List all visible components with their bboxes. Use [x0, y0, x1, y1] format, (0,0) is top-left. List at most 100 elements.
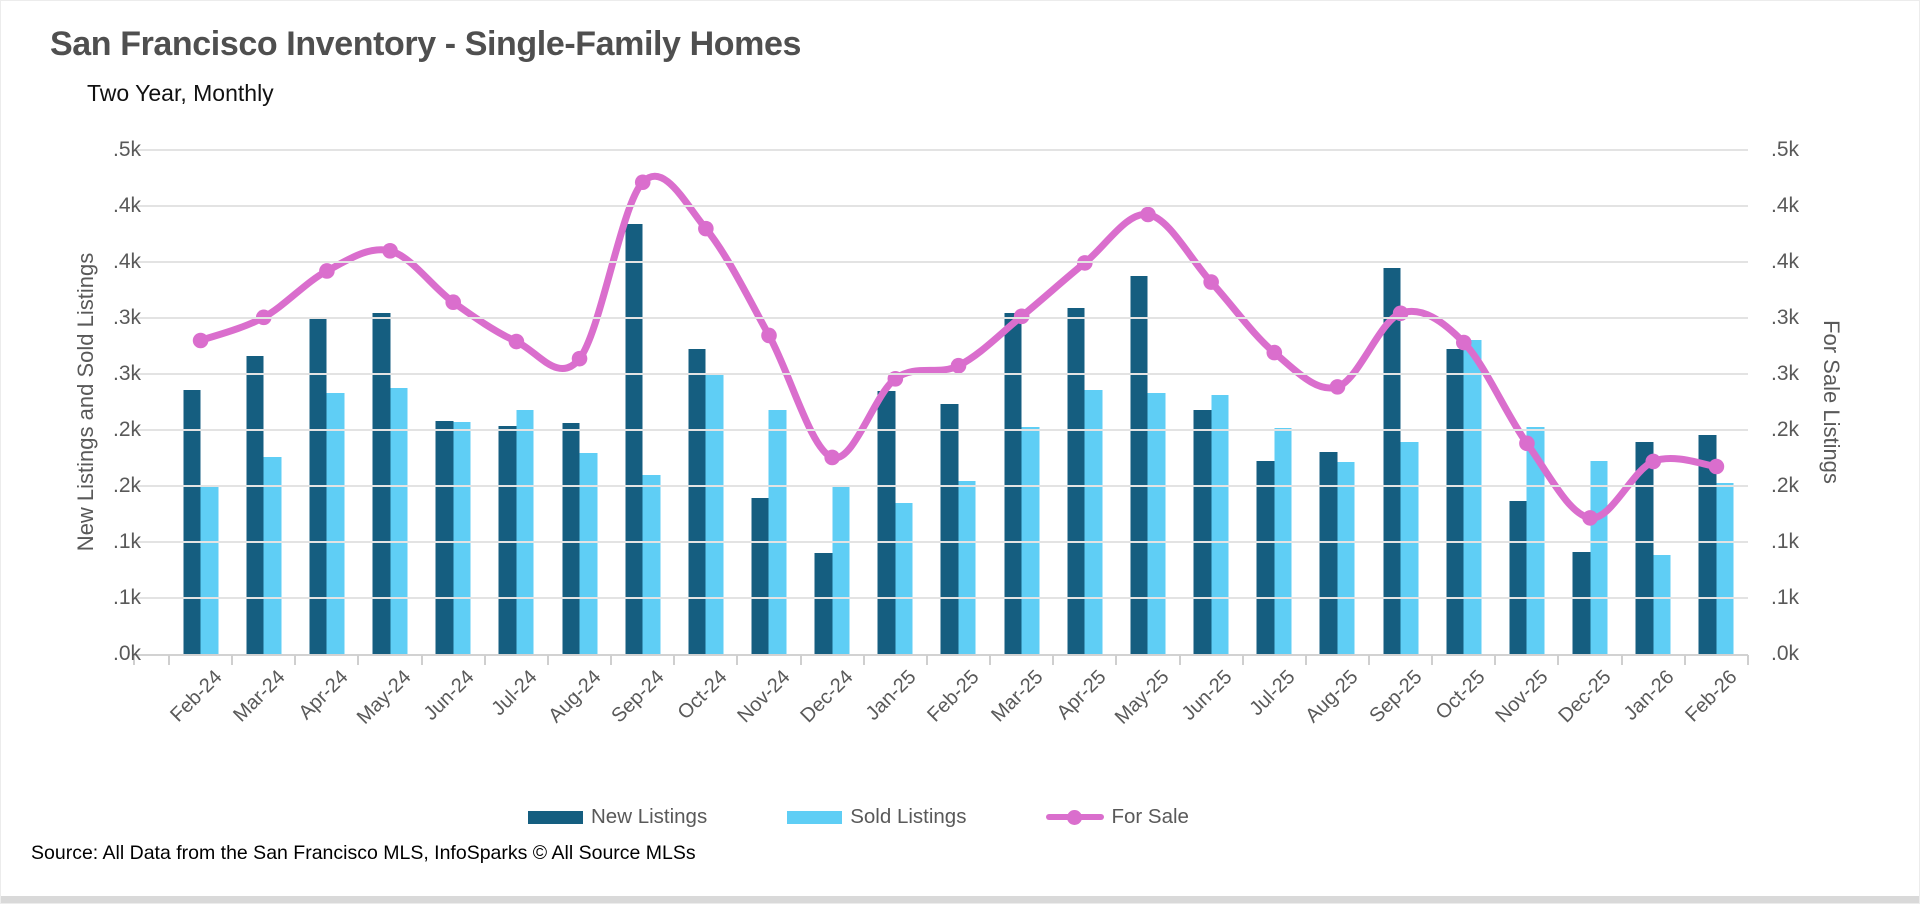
for-sale-point [698, 220, 714, 237]
right-y-tick-label: .1k [1771, 530, 1800, 553]
right-y-tick-label: .0k [1771, 642, 1800, 665]
for-sale-point [192, 332, 209, 349]
bar-pair [435, 421, 471, 654]
x-axis-label: Jul-25 [1245, 666, 1300, 721]
new-listings-bar [435, 421, 454, 654]
x-tick-mark [1241, 655, 1244, 665]
x-tick-mark [1304, 655, 1307, 665]
for-sale-line-marker-icon [1046, 809, 1105, 825]
left-y-tick-label: .3k [112, 362, 141, 385]
new-listings-bar [1635, 442, 1654, 654]
month-group: Oct-25 [1431, 150, 1495, 724]
x-axis-label: Mar-25 [986, 666, 1048, 727]
right-y-tick-label: .3k [1771, 362, 1800, 385]
sold-listings-bar [1211, 394, 1229, 654]
x-tick-mark [1494, 655, 1497, 665]
x-tick-mark [420, 655, 423, 665]
new-listings-bar [1004, 313, 1022, 654]
sold-listings-bar [958, 480, 976, 654]
new-listings-bar [562, 423, 580, 654]
x-axis-label: Jun-25 [1177, 666, 1237, 725]
x-axis-label: Jan-26 [1619, 666, 1679, 725]
x-tick-mark [989, 655, 992, 665]
month-group: May-25 [1111, 150, 1179, 729]
sold-listings-bar [1147, 392, 1166, 654]
bar-pair [1319, 452, 1355, 654]
for-sale-point [508, 333, 525, 350]
x-axis-label: Nov-24 [733, 666, 795, 728]
right-y-tick-label: .2k [1771, 474, 1800, 497]
gridline [134, 373, 1748, 375]
bottom-strip [1, 896, 1919, 903]
left-y-tick-label: .2k [112, 474, 141, 497]
x-axis-label: Apr-25 [1052, 666, 1111, 725]
sold-listings-bar [768, 410, 787, 654]
sold-listings-bar [390, 387, 408, 654]
bar-pair [1635, 442, 1671, 654]
for-sale-point [1013, 308, 1030, 325]
sold-listings-bar [1337, 462, 1355, 654]
sold-listings-bar [1084, 389, 1103, 654]
bar-pair [1193, 394, 1229, 654]
new-listings-bar [625, 223, 643, 654]
x-tick-mark [546, 655, 549, 665]
chart-title: San Francisco Inventory - Single-Family … [50, 25, 801, 63]
x-tick-mark [231, 655, 234, 665]
left-y-tick-label: .1k [112, 530, 141, 553]
legend-item-new-listings: New Listings [528, 805, 707, 829]
gridline [134, 261, 1748, 263]
month-group: Apr-25 [1052, 150, 1116, 724]
bar-pair [625, 223, 661, 654]
x-axis-label: Jan-25 [862, 666, 921, 725]
new-listings-swatch [528, 810, 583, 824]
gridline [134, 149, 1748, 151]
sold-listings-bar [642, 474, 661, 654]
bar-pair [877, 390, 913, 654]
legend-label-new-listings: New Listings [591, 805, 708, 828]
legend-label-sold-listings: Sold Listings [850, 805, 967, 828]
month-group: Feb-26 [1682, 150, 1749, 726]
month-group: Feb-25 [924, 150, 990, 726]
x-tick-mark [925, 655, 928, 665]
new-listings-bar [1572, 552, 1591, 654]
x-axis-label: Nov-25 [1491, 666, 1553, 728]
new-listings-bar [183, 389, 201, 654]
for-sale-point [761, 327, 777, 344]
gridline [134, 597, 1748, 599]
new-listings-bar [1383, 267, 1401, 654]
left-y-tick-label: .4k [112, 194, 141, 217]
new-listings-bar [372, 313, 391, 654]
new-listings-bar [814, 553, 833, 654]
x-tick-mark [1367, 655, 1370, 665]
right-y-tick-label: .4k [1771, 194, 1800, 217]
x-tick-mark [1431, 655, 1434, 665]
right-y-tick-label: .5k [1771, 138, 1800, 161]
x-axis-label: Dec-24 [796, 666, 858, 728]
sold-listings-bar [263, 457, 282, 654]
month-group: Nov-24 [733, 150, 800, 727]
right-axis-title: For Sale Listings [1819, 320, 1844, 484]
month-group: Oct-24 [673, 150, 737, 724]
x-axis-label: Oct-24 [673, 666, 732, 725]
x-tick-mark [673, 655, 676, 665]
sold-listings-bar [705, 373, 724, 654]
month-group: Sep-24 [607, 150, 674, 727]
x-axis-label: Jul-24 [487, 666, 542, 721]
x-axis-label: Feb-26 [1681, 666, 1742, 727]
new-listings-bar [1256, 461, 1275, 654]
for-sale-point [1645, 453, 1662, 470]
for-sale-point [1708, 458, 1725, 475]
x-axis-label: Jun-24 [419, 666, 479, 725]
left-y-tick-label: .4k [112, 250, 141, 273]
sold-listings-bar [200, 484, 219, 654]
right-y-tick-label: .1k [1771, 586, 1800, 609]
for-sale-point [950, 357, 967, 374]
x-tick-mark [1620, 655, 1623, 665]
x-tick-mark [294, 655, 297, 665]
for-sale-point [1266, 344, 1283, 361]
for-sale-point [1582, 510, 1598, 526]
new-listings-bar [751, 497, 769, 654]
x-tick-mark [1683, 655, 1686, 665]
x-axis-label: May-24 [352, 666, 416, 729]
